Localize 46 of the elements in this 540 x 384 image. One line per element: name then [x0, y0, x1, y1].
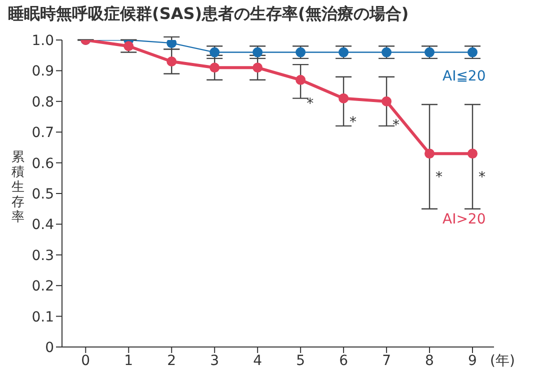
y-tick-label: 0.6 — [32, 156, 54, 172]
x-tick-label: 5 — [296, 352, 306, 369]
point — [468, 47, 478, 58]
x-tick-label: 2 — [167, 352, 176, 369]
series-label: AI≦20 — [442, 68, 486, 84]
x-tick-label: 4 — [253, 352, 262, 369]
point — [468, 148, 478, 159]
x-tick-label: 8 — [425, 352, 434, 369]
y-axis-title: 累積生存率 — [10, 150, 26, 225]
point — [424, 47, 435, 58]
point — [296, 74, 306, 85]
y-tick-label: 0.4 — [32, 217, 54, 234]
x-tick-label: 6 — [339, 352, 348, 369]
x-tick-label: 3 — [210, 352, 220, 369]
y-tick-label: 1.0 — [32, 32, 54, 49]
y-tick-label: 0.9 — [32, 64, 54, 80]
y-tick-label: 0.5 — [32, 186, 54, 202]
point — [166, 40, 177, 48]
y-tick-label: 0.7 — [32, 125, 54, 142]
annotation: * — [350, 114, 357, 130]
point — [338, 47, 349, 58]
y-tick-label: 0.8 — [32, 94, 54, 110]
y-tick-label: 0.3 — [32, 248, 54, 264]
point — [210, 62, 220, 73]
y-tick-label: 0 — [45, 340, 54, 356]
annotation: * — [478, 170, 486, 186]
point — [424, 148, 435, 159]
annotation: * — [436, 170, 443, 186]
y-tick-label: 0.2 — [32, 278, 54, 295]
x-axis-title: (年) — [490, 352, 515, 370]
point — [296, 47, 306, 58]
annotation: * — [392, 117, 400, 134]
point — [382, 96, 392, 106]
annotation: * — [306, 96, 314, 112]
point — [382, 47, 392, 58]
point — [166, 56, 177, 66]
point — [252, 62, 263, 73]
x-tick-label: 7 — [382, 352, 391, 369]
x-tick-label: 1 — [124, 352, 134, 369]
text: AI>20 — [442, 212, 486, 228]
point — [338, 93, 349, 104]
point — [124, 41, 134, 52]
x-tick-label: 0 — [81, 352, 90, 369]
chart-title: 睡眠時無呼吸症候群(SAS)患者の生存率(無治療の場合) — [8, 4, 409, 25]
y-tick-label: 0.1 — [32, 309, 54, 326]
x-tick-label: 9 — [468, 352, 477, 369]
